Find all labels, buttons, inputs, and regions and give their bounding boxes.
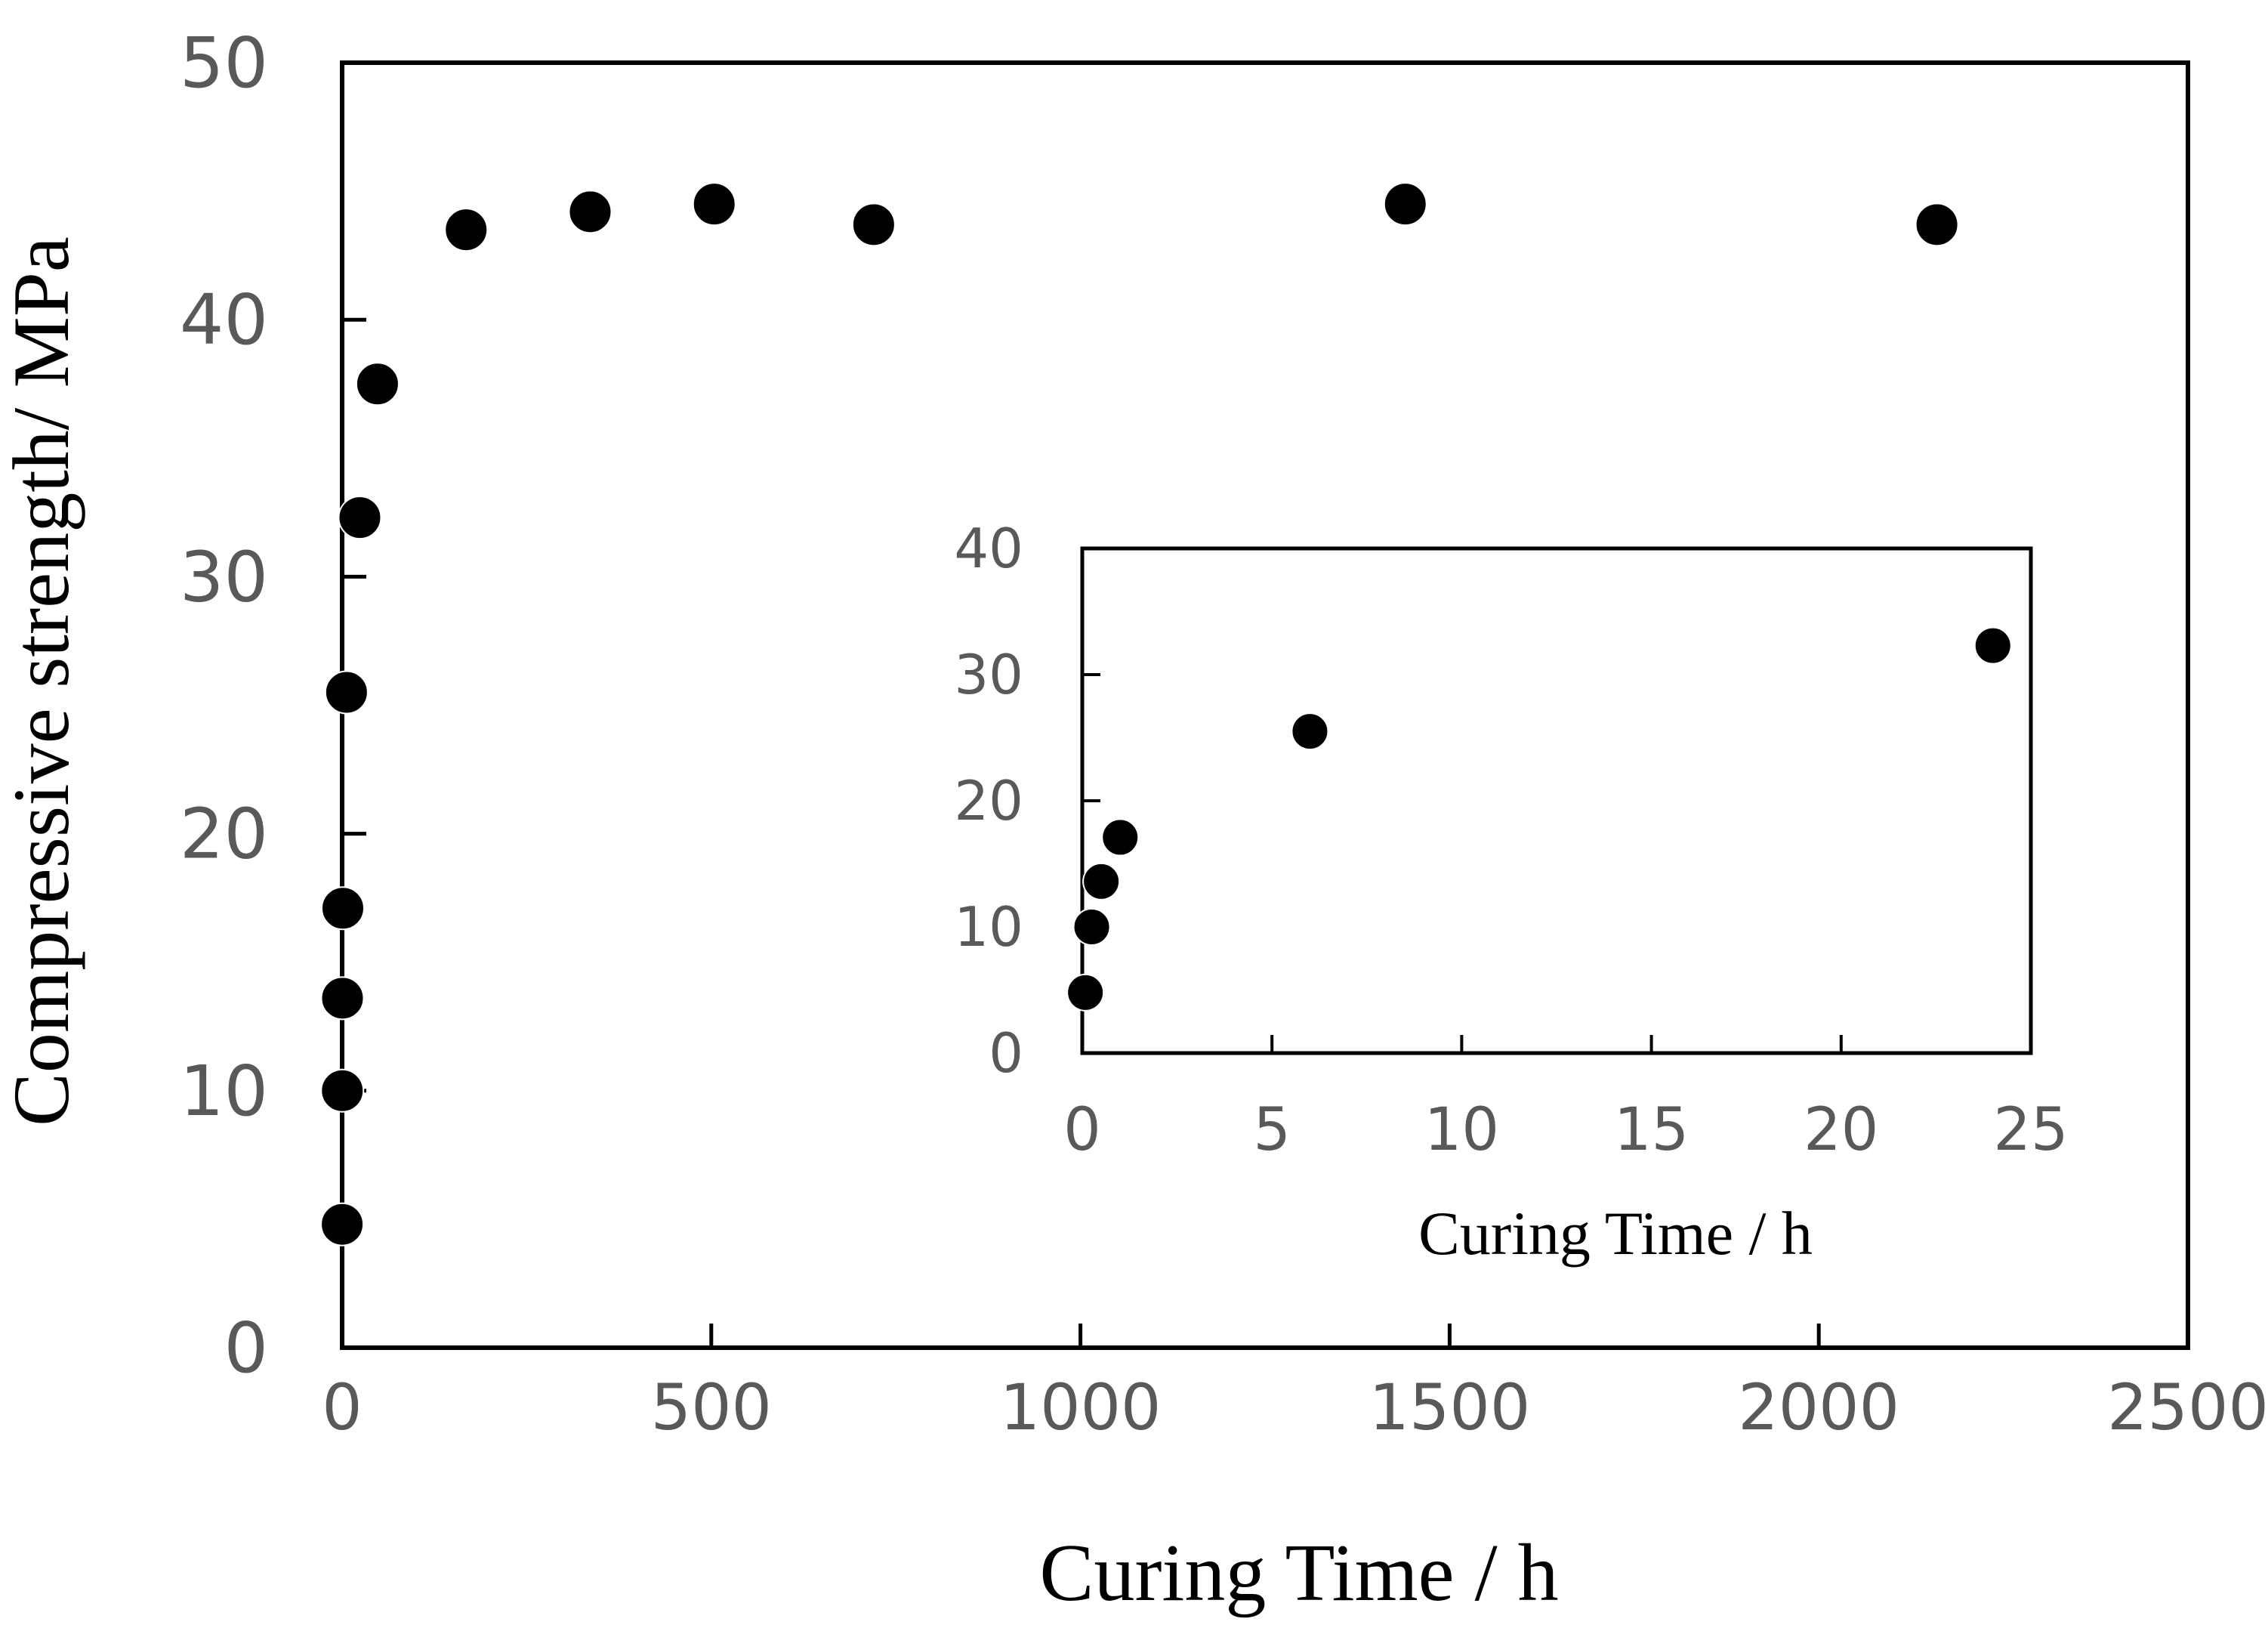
- main-y-tick-labels: 0 10 20 30 40 50: [180, 23, 268, 1389]
- main-data-point: [320, 886, 365, 931]
- main-x-tick-labels: 0 500 1000 1500 2000 2500: [322, 1370, 2268, 1444]
- main-data-point: [851, 202, 896, 247]
- inset-y-tick-label: 10: [954, 895, 1023, 959]
- main-data-point: [324, 670, 369, 715]
- main-y-tick-label: 20: [180, 794, 268, 875]
- inset-plot: 0 10 20 30 40 0 5 10 15 20 25 Curing Time / h: [954, 517, 2068, 1268]
- inset-plot-background: [1082, 548, 2031, 1053]
- main-data-point: [355, 362, 400, 406]
- main-data-point: [568, 190, 613, 234]
- inset-y-tick-label: 0: [989, 1021, 1023, 1085]
- main-data-point: [338, 496, 382, 540]
- main-y-axis-title: Compressive strength/ MPa: [0, 236, 85, 1126]
- main-x-tick-label: 2500: [2107, 1370, 2268, 1444]
- inset-y-tick-label: 30: [954, 643, 1023, 706]
- inset-y-tick-label: 20: [954, 769, 1023, 832]
- main-data-point: [692, 182, 736, 227]
- main-data-point: [1383, 182, 1427, 227]
- main-data-point: [320, 976, 365, 1021]
- main-data-point: [444, 208, 489, 252]
- inset-x-tick-label: 5: [1253, 1096, 1291, 1164]
- main-y-tick-label: 30: [180, 536, 268, 617]
- main-data-points: [320, 182, 1959, 1246]
- main-y-tick-label: 10: [180, 1051, 268, 1132]
- inset-x-tick-label: 20: [1804, 1096, 1878, 1164]
- inset-data-point: [1101, 818, 1140, 857]
- main-x-tick-label: 2000: [1738, 1370, 1899, 1444]
- main-y-tick-label: 0: [224, 1308, 268, 1389]
- inset-y-tick-labels: 0 10 20 30 40: [954, 517, 1023, 1085]
- inset-x-axis-title: Curing Time / h: [1418, 1199, 1813, 1268]
- inset-x-tick-label: 25: [1993, 1096, 2068, 1164]
- main-x-ticks: [709, 1324, 1821, 1348]
- inset-x-tick-labels: 0 5 10 15 20 25: [1063, 1096, 2068, 1164]
- main-data-point: [320, 1068, 365, 1113]
- inset-data-point: [1973, 626, 2012, 665]
- inset-y-tick-label: 40: [954, 517, 1023, 580]
- inset-data-point: [1291, 712, 1329, 751]
- main-y-tick-label: 50: [180, 23, 268, 103]
- inset-data-point: [1082, 862, 1121, 900]
- main-x-tick-label: 500: [651, 1370, 772, 1444]
- inset-x-tick-label: 10: [1424, 1096, 1499, 1164]
- inset-data-point: [1066, 973, 1105, 1012]
- inset-x-tick-label: 15: [1614, 1096, 1689, 1164]
- inset-data-point: [1072, 908, 1111, 946]
- main-data-point: [1915, 202, 1959, 247]
- main-x-tick-label: 0: [322, 1370, 362, 1444]
- main-x-axis-title: Curing Time / h: [1039, 1528, 1558, 1618]
- inset-x-ticks: [1270, 1035, 1843, 1053]
- main-y-tick-label: 40: [180, 280, 268, 360]
- inset-data-points: [1066, 626, 2012, 1012]
- main-x-tick-label: 1000: [1000, 1370, 1162, 1444]
- main-x-tick-label: 1500: [1369, 1370, 1531, 1444]
- main-data-point: [320, 1202, 365, 1246]
- inset-x-tick-label: 0: [1063, 1096, 1101, 1164]
